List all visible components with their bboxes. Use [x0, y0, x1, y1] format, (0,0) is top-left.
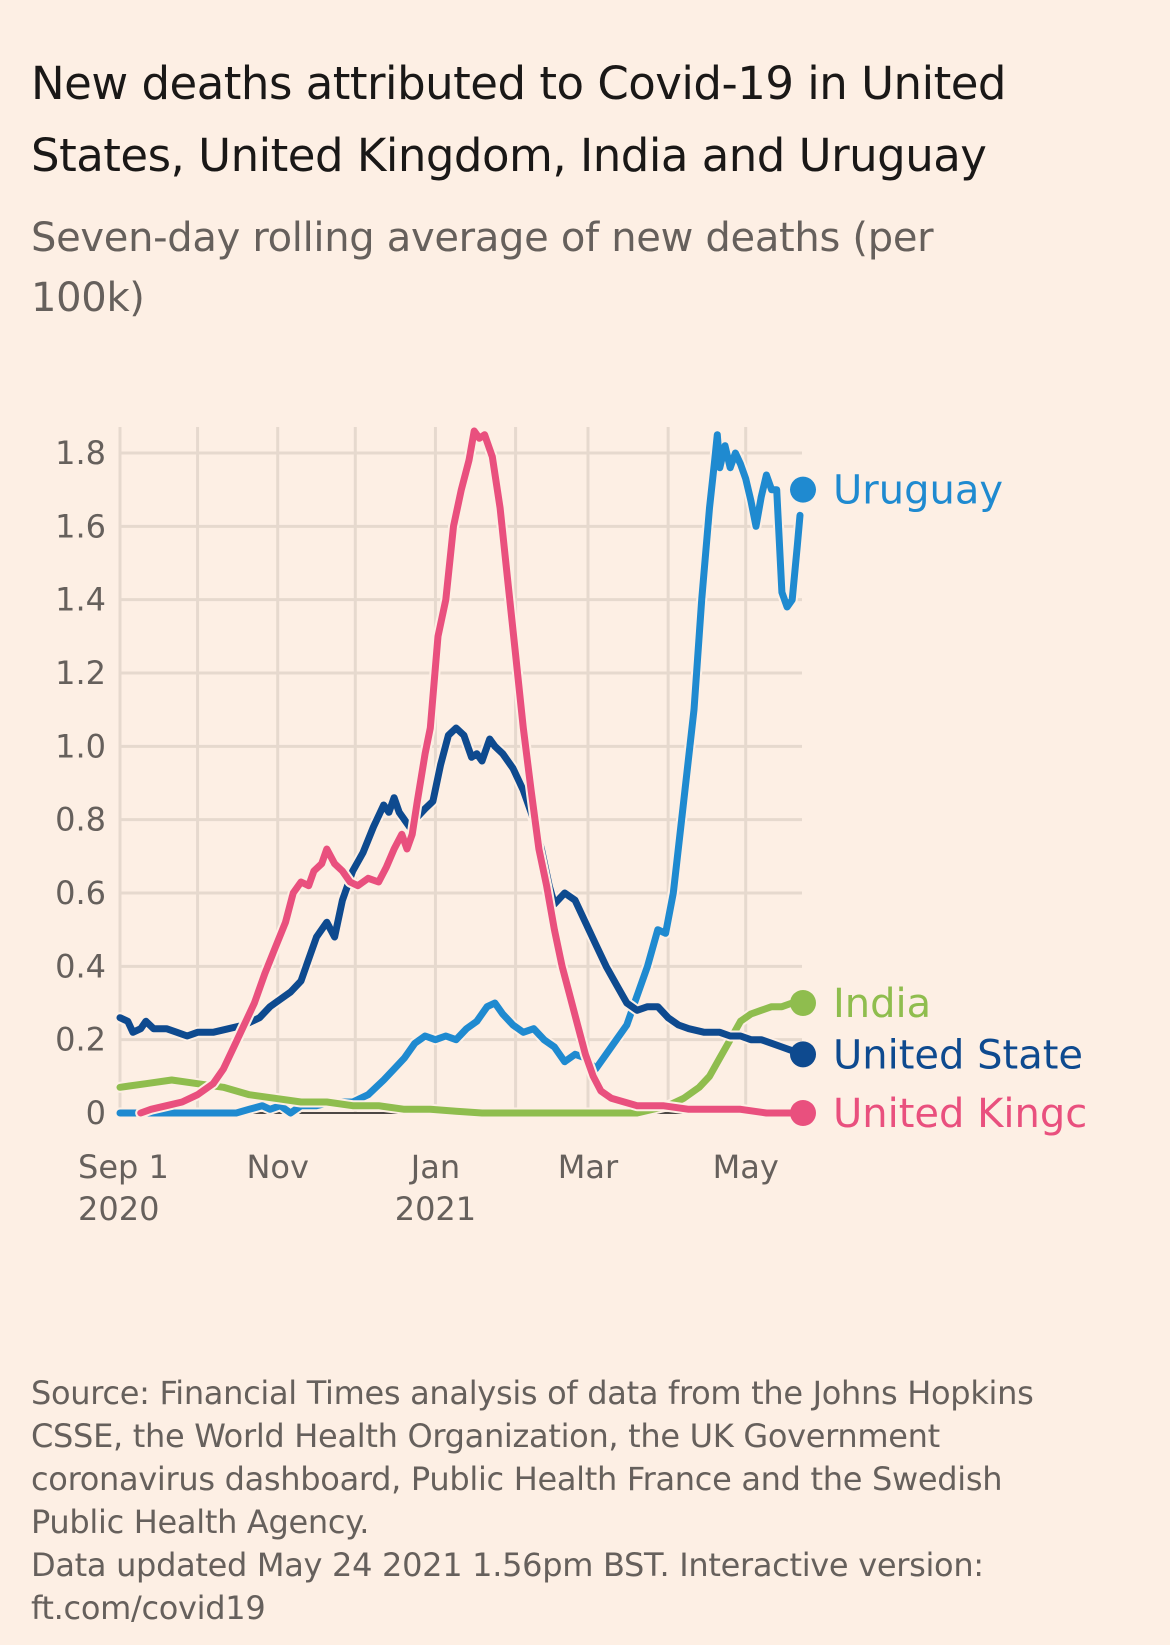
x-tick-label: Jan	[409, 1148, 460, 1186]
y-tick-label: 0.8	[55, 801, 106, 839]
x-tick-label: May	[713, 1148, 779, 1186]
source-line: CSSE, the World Health Organization, the…	[31, 1417, 940, 1455]
y-axis: 0 0.2 0.4 0.6 0.8 1.0 1.2 1.4 1.6 1.8	[55, 434, 106, 1132]
y-tick-label: 0.6	[55, 874, 106, 912]
x-tick-label: Nov	[246, 1148, 308, 1186]
series-end-marker-india	[790, 990, 816, 1016]
y-tick-label: 0.4	[55, 947, 106, 985]
series-halo	[135, 425, 806, 1119]
series-label-india: India	[833, 981, 931, 1027]
x-tick-sublabel: 2021	[395, 1190, 476, 1228]
source-line: Public Health Agency.	[31, 1503, 370, 1541]
y-tick-label: 1.2	[55, 654, 106, 692]
y-tick-label: 0.2	[55, 1021, 106, 1059]
series-halo	[114, 722, 806, 1057]
series-line-uruguay	[116, 431, 804, 1117]
series-halo	[114, 429, 806, 1119]
y-tick-label: 1.0	[55, 727, 106, 765]
x-tick-label: Mar	[558, 1148, 619, 1186]
y-tick-label: 0	[86, 1094, 106, 1132]
y-tick-label: 1.4	[55, 581, 106, 619]
series-labels: Uruguay India United State United Kingc	[790, 468, 1087, 1137]
series-line-united-states	[116, 724, 804, 1055]
x-tick-label: Sep 1	[78, 1148, 169, 1186]
series-halo	[114, 997, 806, 1119]
chart-title: New deaths attributed to Covid-19 in Uni…	[31, 57, 1006, 182]
series-end-marker-uruguay	[790, 476, 816, 503]
source-line: Source: Financial Times analysis of data…	[31, 1374, 1034, 1412]
x-axis: Sep 1 2020 Nov Jan 2021 Mar May	[78, 1148, 779, 1228]
grid	[118, 427, 802, 1114]
series-label-uruguay: Uruguay	[833, 468, 1003, 514]
series-line-india	[116, 999, 804, 1117]
series-label-united-kingdom: United Kingc	[833, 1091, 1087, 1137]
y-tick-label: 1.8	[55, 434, 106, 472]
source-line: coronavirus dashboard, Public Health Fra…	[31, 1460, 1003, 1498]
series-line-united-kingdom	[137, 427, 804, 1117]
update-line: Data updated May 24 2021 1.56pm BST. Int…	[31, 1546, 984, 1584]
link-text[interactable]: ft.com/covid19	[31, 1589, 266, 1627]
series-label-united-states: United State	[833, 1032, 1083, 1078]
series-end-marker-united-kingdom	[790, 1100, 816, 1126]
chart-subtitle: Seven-day rolling average of new deaths …	[31, 215, 934, 321]
series-end-marker-united-states	[790, 1041, 816, 1068]
x-tick-sublabel: 2020	[78, 1190, 159, 1228]
source-note: Source: Financial Times analysis of data…	[31, 1372, 1131, 1630]
y-tick-label: 1.6	[55, 507, 106, 545]
series-lines	[114, 425, 806, 1119]
